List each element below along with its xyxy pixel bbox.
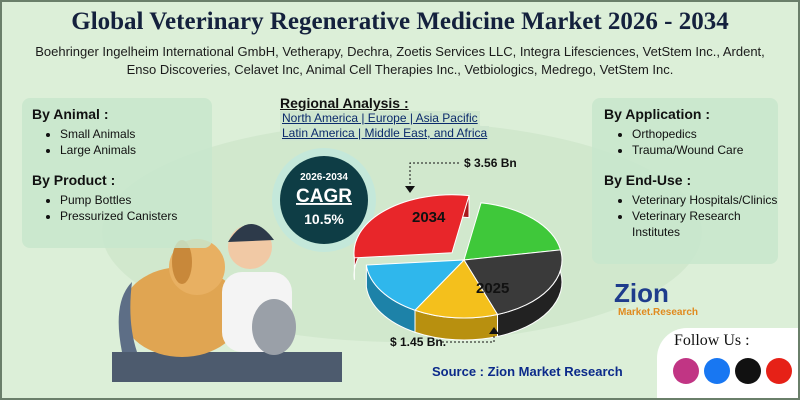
pie-slice (414, 259, 499, 319)
list: Orthopedics Trauma/Wound Care (604, 126, 778, 158)
regional-line: Latin America | Middle East, and Africa (280, 126, 490, 141)
segment-panel: By Application : Orthopedics Trauma/Woun… (592, 98, 778, 264)
section-heading: By End-Use : (604, 172, 692, 188)
pie-value: $ 1.45 Bn. (390, 335, 446, 349)
cagr-value: 10.5% (304, 211, 344, 227)
title: Global Veterinary Regenerative Medicine … (71, 8, 729, 35)
cagr-years: 2026-2034 (300, 172, 348, 183)
section-heading: By Animal : (32, 106, 109, 122)
list-item: Veterinary Hospitals/Clinics (632, 192, 778, 208)
pie-slice (463, 249, 563, 316)
list-item: Pressurized Canisters (60, 208, 212, 224)
regional-heading: Regional Analysis : (280, 95, 409, 111)
list: Pump Bottles Pressurized Canisters (32, 192, 212, 224)
pie-slice (463, 202, 562, 261)
logo-tagline: Market.Research (618, 307, 698, 318)
companies: Boehringer Ingelheim International GmbH,… (35, 44, 765, 77)
list-item: Orthopedics (632, 126, 778, 142)
list: Small Animals Large Animals (32, 126, 212, 158)
list-item: Large Animals (60, 142, 212, 158)
source: Source : Zion Market Research (432, 364, 623, 379)
pie-label: 2025 (476, 280, 509, 297)
social-icons (673, 358, 792, 384)
facebook-icon[interactable] (704, 358, 730, 384)
pie-slice (365, 259, 466, 311)
pie-value: $ 3.56 Bn (464, 156, 517, 170)
list-item: Veterinary Research Institutes (632, 208, 778, 240)
logo-name: Zion (614, 278, 669, 308)
pie-slice (353, 194, 470, 259)
segment-panel: By Animal : Small Animals Large Animals … (22, 98, 212, 248)
follow-label: Follow Us : (674, 332, 750, 349)
regional-line: North America | Europe | Asia Pacific (280, 111, 480, 126)
x-icon[interactable] (735, 358, 761, 384)
list-item: Pump Bottles (60, 192, 212, 208)
section-heading: By Application : (604, 106, 711, 122)
list-item: Small Animals (60, 126, 212, 142)
pie-label: 2034 (412, 209, 446, 226)
section-heading: By Product : (32, 172, 116, 188)
regional: Regional Analysis : North America | Euro… (280, 96, 530, 141)
list-item: Trauma/Wound Care (632, 142, 778, 158)
instagram-icon[interactable] (673, 358, 699, 384)
cagr-label: CAGR (296, 186, 352, 207)
youtube-icon[interactable] (766, 358, 792, 384)
list: Veterinary Hospitals/Clinics Veterinary … (604, 192, 778, 240)
